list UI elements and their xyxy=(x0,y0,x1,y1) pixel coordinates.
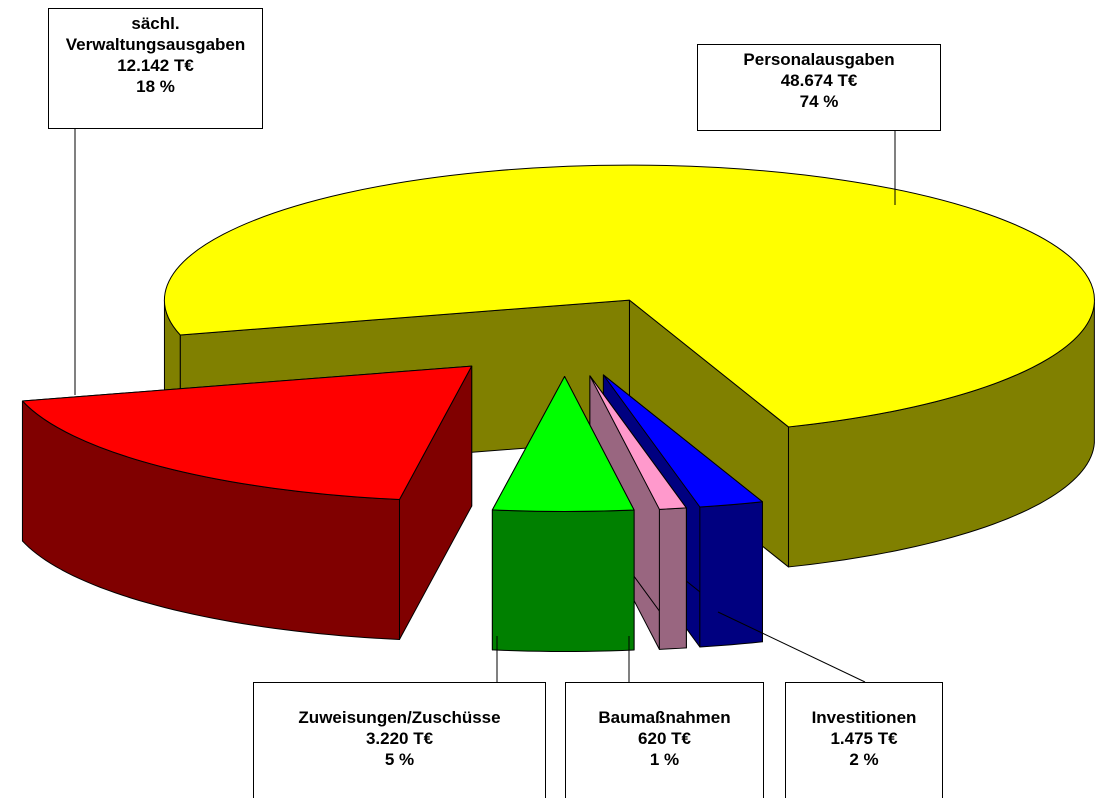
slice-name: Baumaßnahmen xyxy=(598,708,731,727)
label-box: Baumaßnahmen 620 T€ 1 % xyxy=(565,682,764,798)
slice xyxy=(589,375,687,510)
slice-value: 3.220 T€ xyxy=(365,729,434,748)
slice-percent: 5 % xyxy=(384,750,415,769)
label-box: Zuweisungen/Zuschüsse 3.220 T€ 5 % xyxy=(253,682,546,798)
slice xyxy=(21,365,473,500)
slice-value: 620 T€ xyxy=(638,729,691,748)
slice-value: 12.142 T€ xyxy=(117,56,194,75)
slice-percent: 74 % xyxy=(799,92,839,111)
slice-percent: 18 % xyxy=(136,77,175,96)
slices xyxy=(21,164,1095,652)
slice-wall xyxy=(658,507,687,650)
leader-line xyxy=(717,611,866,683)
slice-wall xyxy=(491,509,635,652)
slice-percent: 2 % xyxy=(849,750,879,769)
slice xyxy=(163,164,1095,428)
slice-value: 1.475 T€ xyxy=(830,729,898,748)
label-box: sächl. Verwaltungsausgaben 12.142 T€ 18 … xyxy=(48,8,263,129)
slice-percent: 1 % xyxy=(649,750,680,769)
slice-name: sächl. Verwaltungsausgaben xyxy=(65,14,246,54)
slice xyxy=(602,374,763,508)
leader-lines xyxy=(74,128,896,683)
slice-value: 48.674 T€ xyxy=(780,71,858,90)
label-box: Personalausgaben 48.674 T€ 74 % xyxy=(697,44,941,131)
slice-name: Zuweisungen/Zuschüsse xyxy=(298,708,501,727)
slice-name: Personalausgaben xyxy=(743,50,895,69)
slice-name: Investitionen xyxy=(811,708,917,727)
slice-wall xyxy=(699,501,763,648)
label-box: Investitionen 1.475 T€ 2 % xyxy=(785,682,943,798)
slice xyxy=(491,376,635,512)
